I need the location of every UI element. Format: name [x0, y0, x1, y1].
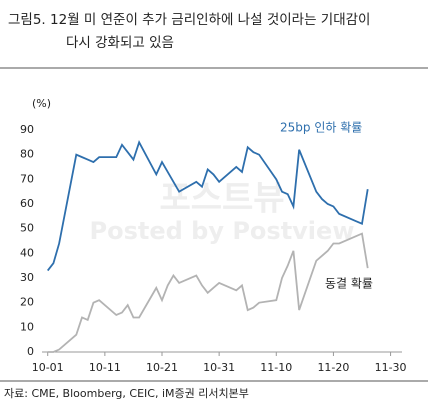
y-tick-label: 20 — [20, 296, 34, 309]
chart-title: 그림5. 12월 미 연준이 추가 금리인하에 나설 것이라는 기대감이 — [8, 12, 370, 28]
x-tick-label: 10-01 — [32, 361, 64, 374]
y-unit: (%) — [32, 97, 51, 110]
y-tick-label: 90 — [20, 123, 34, 136]
x-tick-label: 11-10 — [260, 361, 292, 374]
watermark: 포스트뷰 — [159, 179, 284, 219]
watermark: Posted by Postview — [90, 217, 355, 245]
y-tick-label: 10 — [20, 320, 34, 333]
series-label: 동결 확률 — [325, 277, 373, 291]
line-series — [47, 140, 369, 272]
y-tick-label: 80 — [20, 148, 34, 161]
y-tick-label: 30 — [20, 271, 34, 284]
y-tick-label: 60 — [20, 197, 34, 210]
x-tick-label: 11-30 — [375, 361, 407, 374]
series-label: 25bp 인하 확률 — [280, 121, 362, 135]
line-series — [47, 232, 369, 353]
y-tick-label: 0 — [27, 345, 34, 358]
chart-subtitle: 다시 강화되고 있음 — [66, 35, 174, 51]
y-tick-label: 40 — [20, 246, 34, 259]
x-tick-label: 10-21 — [146, 361, 178, 374]
y-tick-label: 50 — [20, 222, 34, 235]
y-tick-label: 70 — [20, 172, 34, 185]
x-tick-label: 10-11 — [89, 361, 121, 374]
x-tick-label: 11-20 — [317, 361, 349, 374]
x-tick-label: 10-31 — [203, 361, 235, 374]
source: 자료: CME, Bloomberg, CEIC, iM증권 리서치본부 — [4, 387, 249, 400]
